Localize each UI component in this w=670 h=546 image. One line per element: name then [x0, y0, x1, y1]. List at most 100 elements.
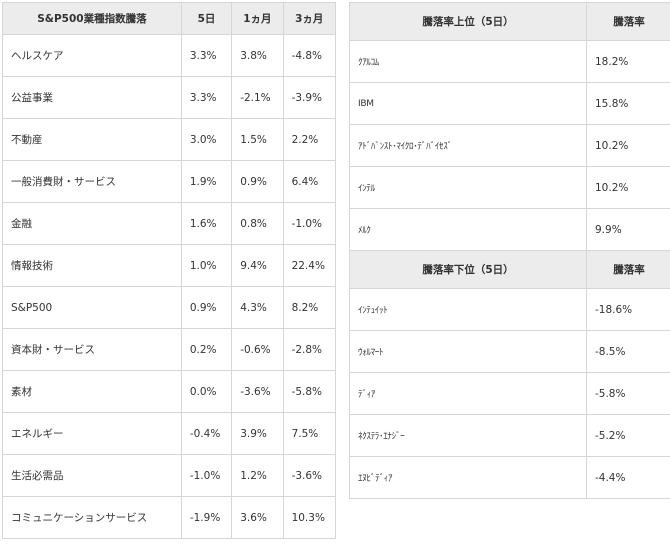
sector-3month: 2.2% [282, 118, 337, 161]
table-row: ﾃﾞｨｱ -5.8% [349, 372, 670, 415]
sector-name: 不動産 [2, 118, 182, 161]
table-row: 一般消費財・サービス 1.9% 0.9% 6.4% [2, 160, 337, 203]
sector-1month: -2.1% [231, 76, 284, 119]
stock-name: ｸｱﾙｺﾑ [349, 40, 587, 83]
stock-name: ﾃﾞｨｱ [349, 372, 587, 415]
stock-name: ｲﾝﾃﾙ [349, 166, 587, 209]
sector-3month: 6.4% [282, 160, 337, 203]
sector-3month: -1.0% [282, 202, 337, 245]
sector-5day: -0.4% [180, 412, 233, 455]
sector-1month: 4.3% [231, 286, 284, 329]
sector-5day: 0.0% [180, 370, 233, 413]
table-row: 不動産 3.0% 1.5% 2.2% [2, 118, 337, 161]
sector-3month: -5.8% [282, 370, 337, 413]
stock-name: ｱﾄﾞﾊﾞﾝｽﾄ･ﾏｲｸﾛ･ﾃﾞﾊﾞｲｾｽﾞ [349, 124, 587, 167]
sector-name: コミュニケーションサービス [2, 496, 182, 539]
movers-table: 騰落率上位（5日） 騰落率 ｸｱﾙｺﾑ 18.2% IBM 15.8% ｱﾄﾞﾊﾞﾝ… [349, 2, 670, 499]
sector-1month: 3.6% [231, 496, 284, 539]
sector-3month: -4.8% [282, 34, 337, 77]
table-row: 金融 1.6% 0.8% -1.0% [2, 202, 337, 245]
sector-5day: 3.0% [180, 118, 233, 161]
stock-pct: 10.2% [586, 166, 670, 209]
sector-5day: 3.3% [180, 76, 233, 119]
stock-pct: 9.9% [586, 208, 670, 251]
table-row: ｲﾝﾃﾙ 10.2% [349, 166, 670, 209]
sector-name: 公益事業 [2, 76, 182, 119]
sector-5day: 0.9% [180, 286, 233, 329]
sector-3month: 8.2% [282, 286, 337, 329]
sector-3month: 22.4% [282, 244, 337, 287]
sector-1month: 9.4% [231, 244, 284, 287]
sector-5day: -1.0% [180, 454, 233, 497]
table-row: ｸｱﾙｺﾑ 18.2% [349, 40, 670, 83]
table-row: ﾈｸｽﾃﾗ･ｴﾅｼﾞｰ -5.2% [349, 414, 670, 457]
table-row: 素材 0.0% -3.6% -5.8% [2, 370, 337, 413]
sector-1month: -0.6% [231, 328, 284, 371]
sector-3month: 7.5% [282, 412, 337, 455]
table-row: エネルギー -0.4% 3.9% 7.5% [2, 412, 337, 455]
table-row: 生活必需品 -1.0% 1.2% -3.6% [2, 454, 337, 497]
sector-name: 素材 [2, 370, 182, 413]
sector-1month: 0.9% [231, 160, 284, 203]
3month-header: 3ヵ月 [282, 2, 337, 35]
table-row: ﾒﾙｸ 9.9% [349, 208, 670, 251]
sector-table-header-row: S&P500業種指数騰落 5日 1ヵ月 3ヵ月 [2, 2, 337, 35]
stock-pct: -4.4% [586, 456, 670, 499]
sector-1month: 0.8% [231, 202, 284, 245]
sector-header: S&P500業種指数騰落 [2, 2, 182, 35]
sector-1month: 3.9% [231, 412, 284, 455]
stock-name: ｲﾝﾃｭｲｯﾄ [349, 288, 587, 331]
sector-performance-table: S&P500業種指数騰落 5日 1ヵ月 3ヵ月 ヘルスケア 3.3% 3.8% -4.… [2, 2, 337, 539]
sector-5day: 1.6% [180, 202, 233, 245]
gainers-pct-header: 騰落率 [586, 2, 670, 41]
gainers-header-row: 騰落率上位（5日） 騰落率 [349, 2, 670, 41]
table-row: 資本財・サービス 0.2% -0.6% -2.8% [2, 328, 337, 371]
losers-header-row: 騰落率下位（5日） 騰落率 [349, 250, 670, 289]
5day-header: 5日 [180, 2, 233, 35]
stock-pct: -18.6% [586, 288, 670, 331]
stock-name: IBM [349, 82, 587, 125]
losers-header: 騰落率下位（5日） [349, 250, 587, 289]
sector-3month: -3.9% [282, 76, 337, 119]
sector-name: 一般消費財・サービス [2, 160, 182, 203]
table-row: IBM 15.8% [349, 82, 670, 125]
sector-1month: 1.2% [231, 454, 284, 497]
sector-name: 情報技術 [2, 244, 182, 287]
table-row: コミュニケーションサービス -1.9% 3.6% 10.3% [2, 496, 337, 539]
sector-name: 金融 [2, 202, 182, 245]
1month-header: 1ヵ月 [231, 2, 284, 35]
table-row: ｳｫﾙﾏｰﾄ -8.5% [349, 330, 670, 373]
stock-pct: 10.2% [586, 124, 670, 167]
sector-1month: 1.5% [231, 118, 284, 161]
stock-pct: -5.2% [586, 414, 670, 457]
stock-name: ｴﾇﾋﾞﾃﾞｨｱ [349, 456, 587, 499]
table-row: 情報技術 1.0% 9.4% 22.4% [2, 244, 337, 287]
stock-name: ﾈｸｽﾃﾗ･ｴﾅｼﾞｰ [349, 414, 587, 457]
sector-5day: 1.0% [180, 244, 233, 287]
sector-name: エネルギー [2, 412, 182, 455]
sector-1month: 3.8% [231, 34, 284, 77]
table-row: S&P500 0.9% 4.3% 8.2% [2, 286, 337, 329]
sector-3month: 10.3% [282, 496, 337, 539]
table-row: ｴﾇﾋﾞﾃﾞｨｱ -4.4% [349, 456, 670, 499]
stock-pct: 15.8% [586, 82, 670, 125]
sector-3month: -3.6% [282, 454, 337, 497]
sector-name: ヘルスケア [2, 34, 182, 77]
losers-pct-header: 騰落率 [586, 250, 670, 289]
stock-pct: 18.2% [586, 40, 670, 83]
sector-5day: -1.9% [180, 496, 233, 539]
sector-5day: 1.9% [180, 160, 233, 203]
sector-name: 生活必需品 [2, 454, 182, 497]
stock-pct: -5.8% [586, 372, 670, 415]
sector-3month: -2.8% [282, 328, 337, 371]
sector-name: S&P500 [2, 286, 182, 329]
sector-name: 資本財・サービス [2, 328, 182, 371]
sector-5day: 3.3% [180, 34, 233, 77]
stock-name: ｳｫﾙﾏｰﾄ [349, 330, 587, 373]
gainers-header: 騰落率上位（5日） [349, 2, 587, 41]
table-row: 公益事業 3.3% -2.1% -3.9% [2, 76, 337, 119]
table-row: ｱﾄﾞﾊﾞﾝｽﾄ･ﾏｲｸﾛ･ﾃﾞﾊﾞｲｾｽﾞ 10.2% [349, 124, 670, 167]
table-row: ヘルスケア 3.3% 3.8% -4.8% [2, 34, 337, 77]
sector-5day: 0.2% [180, 328, 233, 371]
table-row: ｲﾝﾃｭｲｯﾄ -18.6% [349, 288, 670, 331]
